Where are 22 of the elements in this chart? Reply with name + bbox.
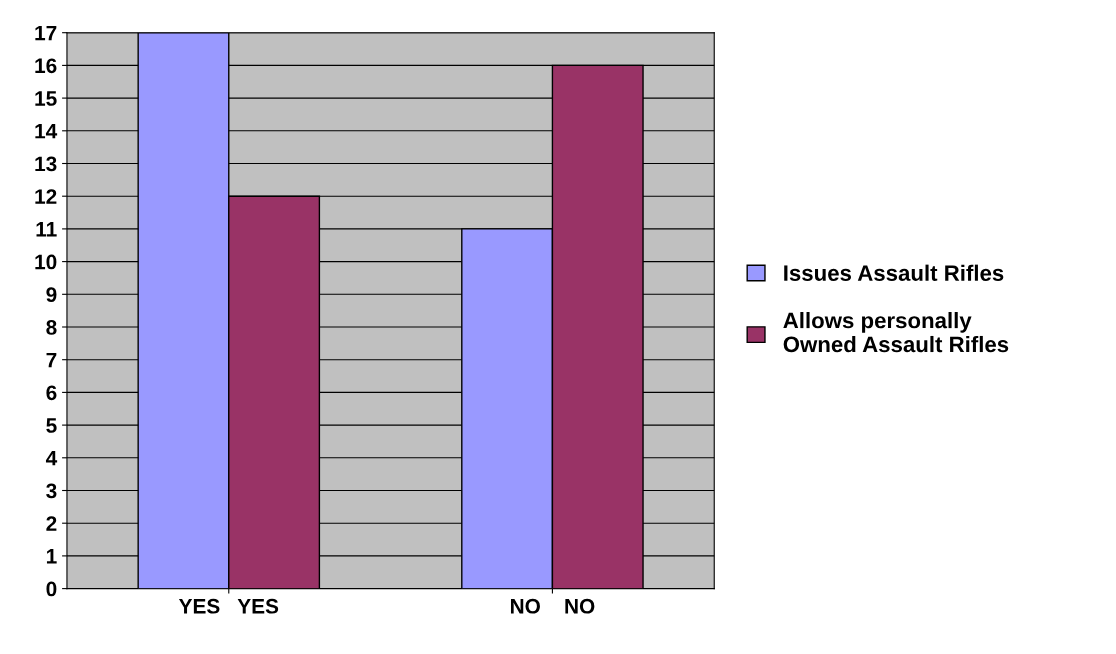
y-tick-label: 13 [35,156,57,172]
y-tick-label: 8 [46,320,57,335]
y-tick-label: 5 [46,418,57,433]
y-tick-label: 15 [35,91,57,106]
y-tick-label: 16 [35,58,57,74]
x-tick-label: NO NO [510,598,595,614]
y-tick-label: 3 [46,483,57,499]
y-tick-label: 0 [46,581,57,597]
y-tick-label: 9 [46,287,57,303]
y-tick-label: 14 [35,124,58,139]
y-tick-label: 4 [45,451,58,466]
legend-label: Issues Assault Rifles [784,264,1004,281]
y-tick-label: 10 [35,254,57,270]
y-tick-label: 17 [35,25,57,41]
x-tick-label: YES YES [178,598,279,614]
y-tick-label: 7 [46,352,57,368]
y-tick-label: 11 [36,222,57,237]
y-tick-label: 12 [35,189,57,204]
legend-label: Allows personally Owned Assault Rifles [783,312,1009,353]
y-tick-label: 1 [46,549,57,564]
y-tick-label: 2 [46,516,57,531]
y-tick-label: 6 [46,385,57,401]
